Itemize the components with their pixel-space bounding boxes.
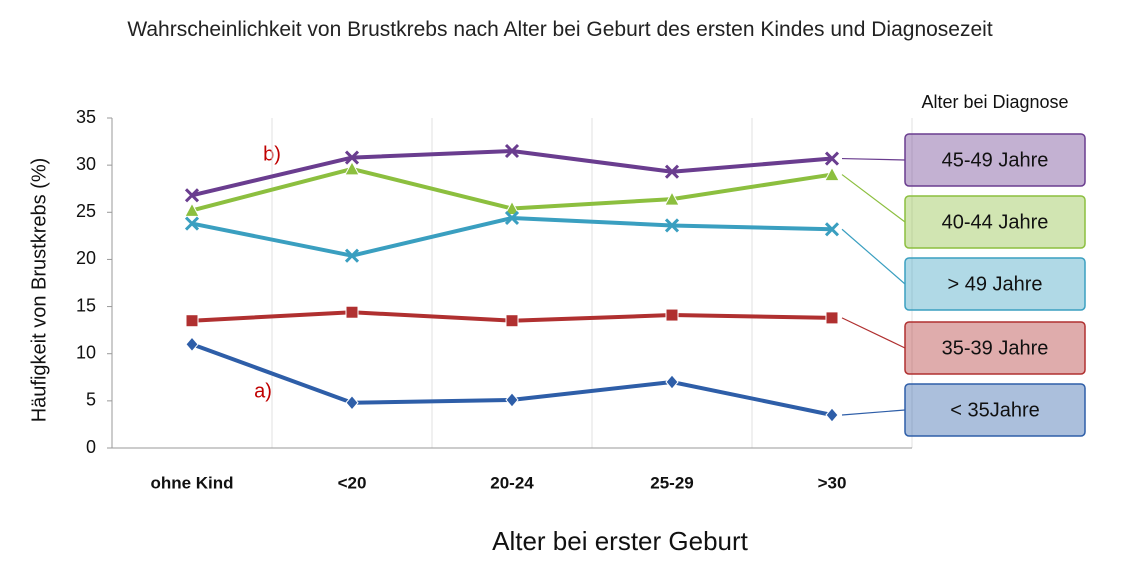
point [504, 143, 520, 159]
point [665, 374, 679, 390]
legend-connector [841, 174, 906, 223]
legend-connector [841, 409, 906, 416]
legend-label: 35-39 Jahre [942, 337, 1049, 359]
series-line [191, 215, 833, 258]
y-tick-label: 15 [76, 295, 96, 315]
legend-label: 45-49 Jahre [942, 149, 1049, 171]
y-axis-label: Häufigkeit von Brustkrebs (%) [28, 158, 50, 423]
y-tick-label: 10 [76, 342, 96, 362]
point [824, 151, 840, 166]
point [345, 305, 359, 319]
point [185, 314, 199, 328]
point [344, 150, 360, 165]
point [504, 200, 520, 216]
x-tick-label: <20 [338, 473, 367, 492]
legend-label: < 35Jahre [950, 399, 1040, 421]
x-tick-label: 25-29 [650, 473, 693, 492]
y-tick-label: 35 [76, 107, 96, 127]
legend-box [904, 257, 1086, 311]
point [664, 191, 680, 206]
point [184, 202, 200, 217]
point [505, 314, 519, 328]
point [664, 218, 680, 233]
point [184, 188, 200, 203]
point [825, 407, 839, 423]
chart-title: Wahrscheinlichkeit von Brustkrebs nach A… [127, 18, 993, 41]
point [664, 164, 680, 179]
point [824, 222, 840, 237]
point [824, 166, 840, 182]
annotation: a) [254, 380, 272, 402]
point [344, 248, 360, 263]
point [344, 160, 360, 176]
point [185, 336, 199, 353]
legend-connector [841, 157, 906, 161]
y-tick-label: 25 [76, 201, 96, 221]
legend-label: > 49 Jahre [947, 273, 1042, 295]
y-tick-label: 30 [76, 154, 96, 174]
y-tick-label: 0 [86, 437, 96, 457]
x-tick-label: 20-24 [490, 473, 534, 492]
legend-title: Alter bei Diagnose [921, 92, 1068, 112]
x-tick-label: >30 [818, 473, 847, 492]
legend-label: 40-44 Jahre [942, 211, 1049, 233]
legend-box [904, 383, 1086, 437]
legend-box [904, 195, 1086, 249]
x-axis-label: Alter bei erster Geburt [492, 526, 749, 556]
point [505, 392, 519, 408]
legend-connector [841, 317, 906, 349]
point [504, 210, 520, 226]
x-tick-label: ohne Kind [150, 473, 233, 492]
legend-box [904, 321, 1086, 375]
y-tick-label: 20 [76, 248, 96, 268]
point [184, 216, 200, 231]
point [665, 308, 679, 322]
point [825, 311, 839, 325]
legend-box [904, 133, 1086, 187]
y-tick-label: 5 [86, 390, 96, 410]
legend-connector [841, 228, 906, 285]
point [345, 394, 359, 411]
